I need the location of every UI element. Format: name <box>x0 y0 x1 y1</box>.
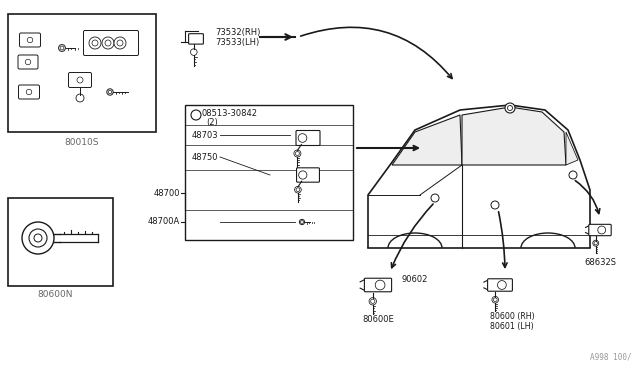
FancyBboxPatch shape <box>296 168 319 182</box>
Bar <box>185 105 353 240</box>
FancyBboxPatch shape <box>488 279 513 291</box>
Circle shape <box>22 222 54 254</box>
Circle shape <box>102 37 114 49</box>
FancyBboxPatch shape <box>19 33 40 47</box>
Text: 80601 (LH): 80601 (LH) <box>490 322 534 331</box>
Circle shape <box>491 201 499 209</box>
FancyArrowPatch shape <box>499 212 507 267</box>
FancyArrowPatch shape <box>356 146 418 150</box>
Text: 08513-30842: 08513-30842 <box>202 109 258 118</box>
FancyBboxPatch shape <box>189 34 204 44</box>
FancyBboxPatch shape <box>83 31 138 55</box>
Circle shape <box>191 110 201 120</box>
Text: 80010S: 80010S <box>65 138 99 147</box>
Polygon shape <box>462 107 566 165</box>
Text: 73532(RH): 73532(RH) <box>215 28 260 36</box>
Circle shape <box>508 106 513 110</box>
FancyBboxPatch shape <box>364 278 392 292</box>
Circle shape <box>28 37 33 43</box>
Text: 80600N: 80600N <box>37 290 73 299</box>
Text: 48703: 48703 <box>192 131 219 140</box>
Text: 48700A: 48700A <box>148 218 180 227</box>
Circle shape <box>505 103 515 113</box>
Text: S: S <box>194 112 198 118</box>
Text: 48750: 48750 <box>192 153 218 161</box>
Circle shape <box>117 40 123 46</box>
Circle shape <box>29 229 47 247</box>
Circle shape <box>431 194 439 202</box>
Circle shape <box>92 40 98 46</box>
FancyBboxPatch shape <box>296 131 320 145</box>
Circle shape <box>375 280 385 290</box>
FancyBboxPatch shape <box>589 224 611 236</box>
Bar <box>8 198 113 286</box>
FancyArrowPatch shape <box>301 27 452 78</box>
FancyArrowPatch shape <box>391 204 433 268</box>
Circle shape <box>114 37 126 49</box>
Bar <box>8 14 156 132</box>
Circle shape <box>26 89 32 95</box>
Polygon shape <box>392 115 462 165</box>
Text: 68632S: 68632S <box>584 258 616 267</box>
Polygon shape <box>566 132 578 165</box>
Text: 73533(LH): 73533(LH) <box>215 38 259 46</box>
Circle shape <box>25 59 31 65</box>
Text: 80600 (RH): 80600 (RH) <box>490 312 534 321</box>
FancyBboxPatch shape <box>18 55 38 69</box>
Circle shape <box>299 171 307 179</box>
FancyArrowPatch shape <box>575 180 600 214</box>
Circle shape <box>497 280 506 289</box>
Circle shape <box>105 40 111 46</box>
Circle shape <box>598 226 605 234</box>
Text: 48700: 48700 <box>154 189 180 198</box>
FancyBboxPatch shape <box>19 85 40 99</box>
Circle shape <box>298 134 307 142</box>
Text: 90602: 90602 <box>402 276 428 285</box>
Circle shape <box>89 37 101 49</box>
Text: (2): (2) <box>206 118 218 126</box>
Circle shape <box>34 234 42 242</box>
FancyBboxPatch shape <box>68 73 92 87</box>
Text: 80600E: 80600E <box>362 315 394 324</box>
Text: A998 100/: A998 100/ <box>590 353 632 362</box>
Circle shape <box>77 77 83 83</box>
Circle shape <box>569 171 577 179</box>
